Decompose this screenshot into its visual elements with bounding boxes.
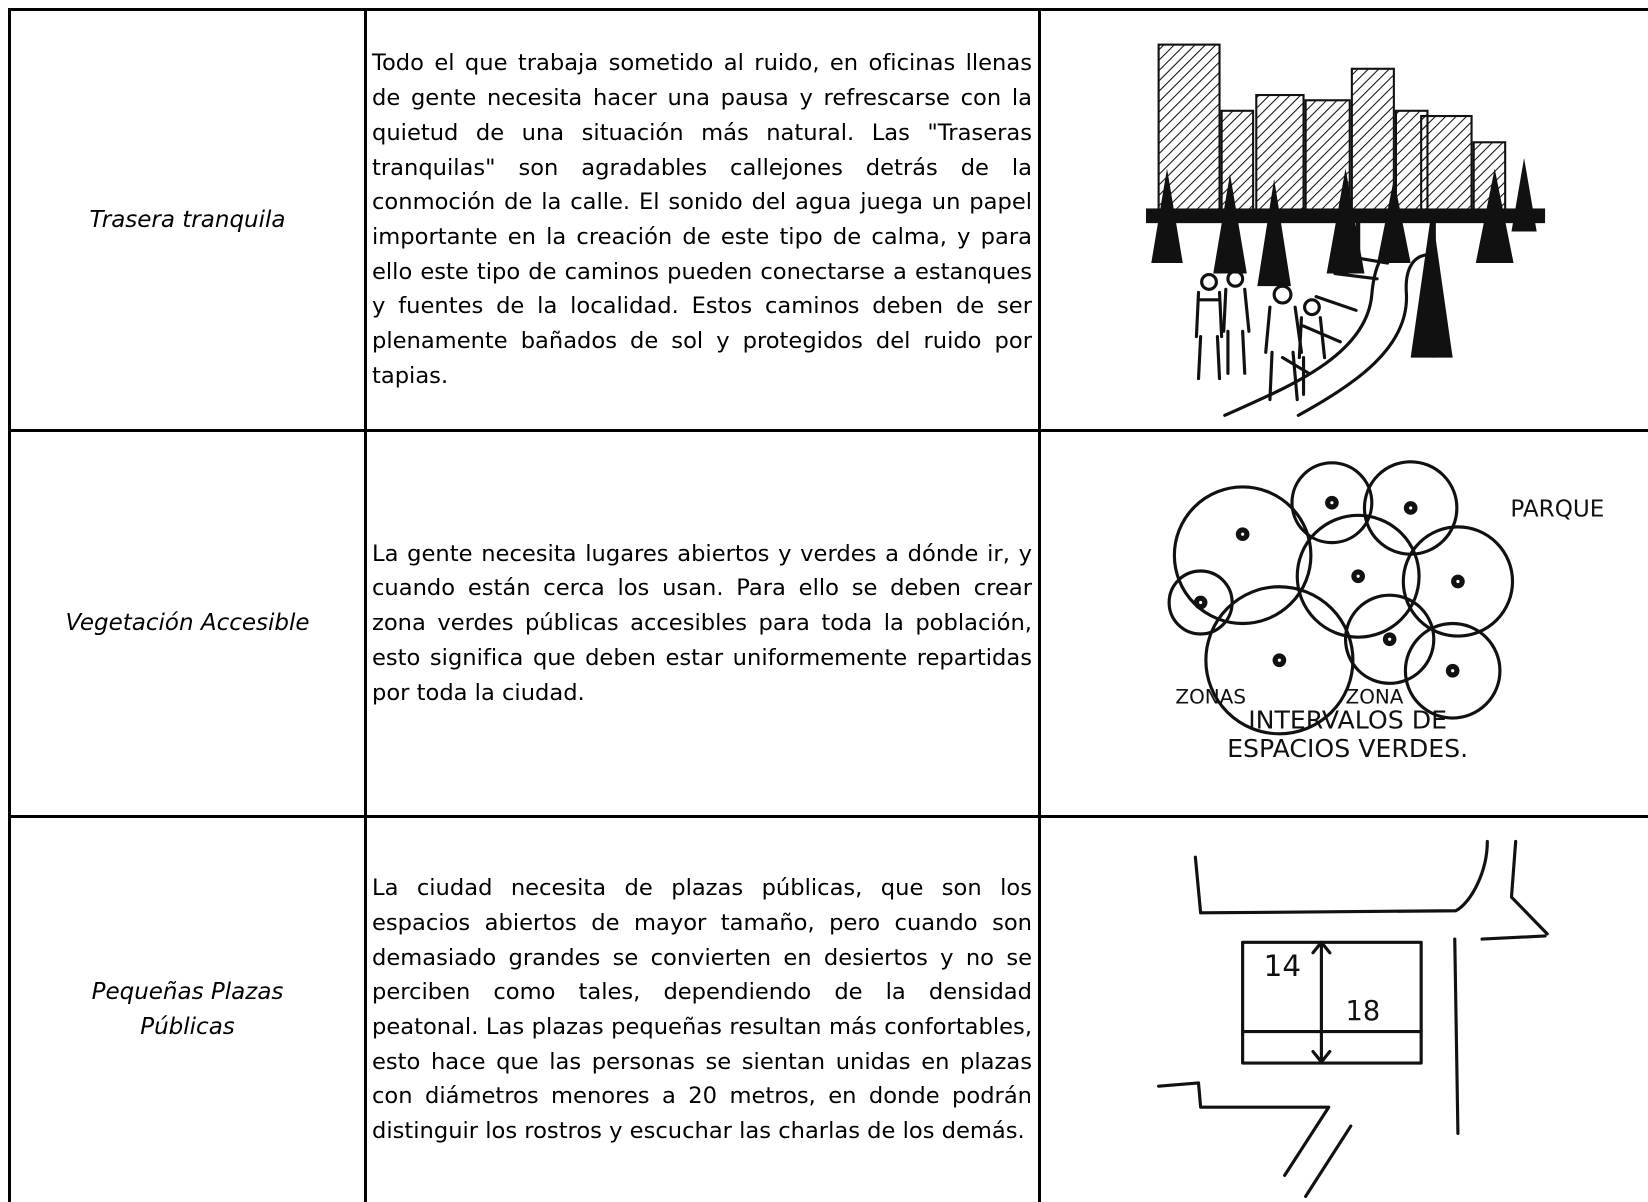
sketch-stroke (1295, 513, 1421, 639)
sketch-stroke (1356, 221, 1361, 253)
sketch-stroke (1296, 253, 1432, 417)
sketch-stroke (1255, 93, 1305, 217)
sketch-label: ZONAS (1175, 684, 1246, 708)
sketch-stroke (1325, 495, 1339, 510)
sketch-stroke (1193, 839, 1489, 915)
sketch-stroke (1272, 653, 1287, 668)
name-cell: Pequeñas Plazas Públicas (8, 815, 364, 1202)
sketch-label: INTERVALOS DE (1248, 706, 1447, 735)
sketch-stroke (1213, 173, 1247, 274)
sketch-stroke (1480, 934, 1547, 941)
sketch-cell: 14 18 (1038, 815, 1648, 1202)
sketch-stroke (1151, 168, 1183, 264)
description-cell: Todo el que trabaja sometido al ruido, e… (364, 8, 1038, 429)
sketch-stroke (1451, 574, 1465, 589)
sketch-stroke (1511, 158, 1537, 232)
sketch-stroke (1304, 1124, 1353, 1198)
sketch-stroke (1303, 298, 1321, 317)
sketch-quiet-back (1146, 43, 1546, 417)
sketch-stroke (1157, 1081, 1331, 1177)
sketch-label: 14 (1264, 949, 1301, 983)
square (1241, 940, 1423, 1065)
sketch-stroke (1290, 461, 1374, 545)
sketch-stroke (1264, 305, 1304, 402)
sketch-label: ESPACIOS VERDES. (1227, 734, 1468, 763)
sketch-stroke (1235, 527, 1250, 542)
dimension-lines (1241, 940, 1423, 1064)
sketch-stroke (1403, 621, 1502, 720)
sketch-stroke (1401, 525, 1515, 638)
sketch-green-spaces: PARQUE ZONAS ZONA INTERVALOS DE ESPACIOS… (1167, 460, 1604, 763)
description-cell: La ciudad necesita de plazas públicas, q… (364, 815, 1038, 1202)
sketch-stroke (1377, 179, 1411, 264)
name-cell: Vegetación Accesible (8, 429, 364, 815)
sketch-stroke (1311, 940, 1332, 1064)
sketch-label: 18 (1346, 996, 1381, 1027)
buildings (1157, 43, 1507, 219)
sketch-stroke (1403, 501, 1418, 515)
sketch-stroke (1194, 290, 1224, 381)
pattern-name: Pequeñas Plazas Públicas (91, 979, 284, 1040)
people (1194, 269, 1327, 402)
park-circles (1167, 460, 1515, 736)
sketch-stroke (1200, 273, 1218, 291)
sketch-stroke (1272, 284, 1293, 305)
sketch-stroke (1167, 569, 1234, 636)
sketch-stroke (1431, 221, 1436, 358)
sketch-stroke (1241, 940, 1423, 1065)
sketch-stroke (1410, 210, 1453, 358)
sketch-stroke (1453, 937, 1460, 1135)
sketch-stroke (1297, 316, 1327, 396)
description: La ciudad necesita de plazas públicas, q… (372, 875, 1032, 1145)
sketch-stroke (1226, 269, 1245, 288)
sketch-stroke (1475, 168, 1514, 264)
sketch-stroke (1343, 593, 1436, 685)
park-centers (1193, 495, 1465, 678)
sketch-stroke (1509, 839, 1549, 936)
sketch-stroke (1420, 114, 1473, 217)
sketch-stroke (1326, 168, 1365, 274)
streets (1157, 839, 1549, 1198)
path (1223, 242, 1432, 417)
sketch-stroke (1382, 632, 1397, 647)
description: Todo el que trabaja sometido al ruido, e… (372, 50, 1032, 389)
sketch-stroke (1193, 595, 1208, 610)
sketch-label: PARQUE (1510, 496, 1604, 522)
sketch-cell: PARQUE ZONAS ZONA INTERVALOS DE ESPACIOS… (1038, 429, 1648, 815)
sketch-label: ZONA (1346, 684, 1404, 708)
name-cell: Trasera tranquila (8, 8, 364, 429)
sketch-stroke (1351, 569, 1365, 584)
sketch-stroke (1172, 485, 1313, 626)
sketch-cell (1038, 8, 1648, 429)
sketch-stroke (1204, 585, 1355, 736)
sketch-stroke (1362, 460, 1459, 556)
sketch-stroke (1222, 287, 1251, 375)
sketch-stroke (1257, 179, 1291, 287)
sketch-stroke (1445, 663, 1460, 678)
trees (1146, 158, 1546, 358)
description: La gente necesita lugares abiertos y ver… (372, 540, 1032, 706)
sketch-stroke (1350, 67, 1395, 217)
sketch-small-square: 14 18 (1157, 839, 1549, 1198)
description-cell: La gente necesita lugares abiertos y ver… (364, 429, 1038, 815)
pattern-name: Trasera tranquila (89, 206, 286, 233)
pattern-name: Vegetación Accesible (65, 610, 310, 636)
